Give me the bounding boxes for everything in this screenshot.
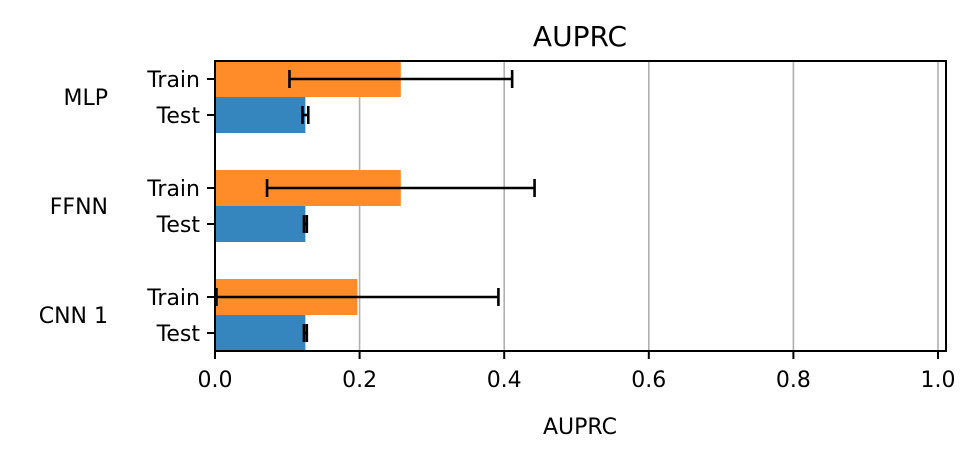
test-bar-0 [215,97,306,133]
x-tick-label: 0.0 [198,368,233,393]
chart-title: AUPRC [533,20,627,53]
group-label-cnn-1: CNN 1 [39,304,108,329]
gridlines [358,61,939,351]
error-bars [215,70,536,342]
test-bar-1 [215,206,306,242]
test-bar-2 [215,315,306,351]
group-label-ffnn: FFNN [50,195,108,220]
plot-area-frame [214,60,947,352]
y-tick-label-test: Test [156,104,201,129]
x-axis-ticks: 0.0 0.2 0.4 0.6 0.8 1.0 [198,351,956,393]
y-tick-label-train: Train [146,177,200,202]
y-tick-label-test: Test [156,322,201,347]
y-tick-label-train: Train [146,286,200,311]
x-tick-label: 1.0 [921,368,956,393]
y-tick-label-test: Test [156,213,201,238]
x-tick-label: 0.6 [631,368,666,393]
group-label-mlp: MLP [63,86,108,111]
x-tick-label: 0.8 [776,368,811,393]
x-axis-label: AUPRC [543,415,617,440]
y-axis-labels: MLP Train Test FFNN Train Test CNN 1 Train Test [39,68,215,347]
x-tick-label: 0.4 [487,368,522,393]
x-tick-label: 0.2 [342,368,377,393]
bars [215,61,401,351]
y-tick-label-train: Train [146,68,200,93]
